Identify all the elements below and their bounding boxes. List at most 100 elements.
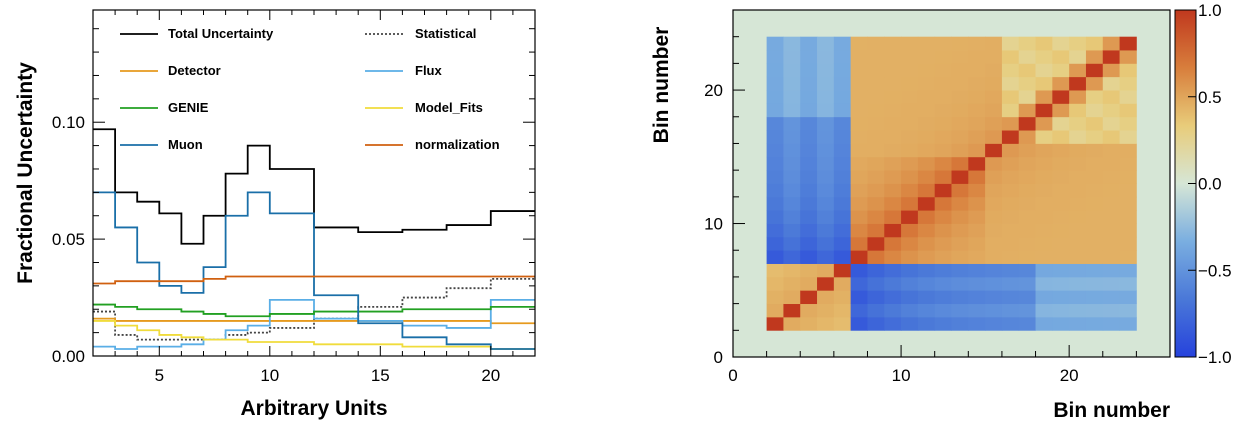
heatmap-cell [1119,90,1137,104]
heatmap-cell [800,210,818,224]
heatmap-cell [1102,143,1120,158]
heatmap-cell [867,236,885,251]
heatmap-cell [884,143,902,158]
heatmap-cell [783,130,801,144]
heatmap-cell [901,316,919,331]
heatmap-cell [1052,170,1070,184]
heatmap-cell [1018,76,1036,91]
heatmap-cell [1035,236,1053,251]
heatmap-cell [766,276,784,291]
heatmap-cell [917,76,936,91]
heatmap-cell [800,76,818,91]
heatmap-cell [985,210,1003,224]
y-tick-label-1: 0.05 [52,230,85,249]
heatmap-cell [917,143,936,158]
heatmap-cell [934,183,952,198]
heatmap-cell [884,196,902,211]
heatmap-cell [783,210,801,224]
heatmap-cell [1001,236,1020,251]
heatmap-cell [817,210,835,224]
heatmap-cell [1119,316,1137,331]
heatmap-cell [833,276,852,291]
heatmap-cell [951,223,969,238]
heatmap-cell [850,143,868,158]
heatmap-cell [901,130,919,144]
heatmap-cell [1119,183,1137,198]
heatmap-cell [1119,236,1137,251]
heatmap-cell [917,316,936,331]
heatmap-cell [1069,50,1087,64]
y-tick-label-2: 0.10 [52,113,85,132]
series-line-2 [93,317,535,325]
heatmap-cell [1052,276,1070,291]
heatmap-cell [968,223,986,238]
heatmap-cell [1018,90,1036,104]
heatmap-cell [951,90,969,104]
heatmap-cell [968,263,986,278]
heatmap-cell [1085,290,1104,305]
heatmap-cell [884,236,902,251]
heatmap-cell [766,50,784,64]
heatmap-cell [968,90,986,104]
heatmap-cell [985,276,1003,291]
heatmap-cell [1035,143,1053,158]
heatmap-cell [800,90,818,104]
heatmap-cell [766,250,784,264]
heatmap-cell [1119,103,1137,118]
heatmap-cell [917,263,936,278]
heatmap-cell [783,156,801,171]
heatmap-cell [850,196,868,211]
heatmap-cell [1001,290,1020,305]
heatmap-cell [917,50,936,64]
heatmap-cell [1035,303,1053,318]
heatmap-cell [850,183,868,198]
heatmap-cell [1085,156,1104,171]
heatmap-cell [951,210,969,224]
heatmap-cell [800,263,818,278]
heatmap-cell [1001,263,1020,278]
heatmap-cell [1018,316,1036,331]
uncertainty-chart: Total Uncertainty Statistical Detector Flux… [14,9,536,420]
heatmap-cell [985,223,1003,238]
heatmap-cell [800,130,818,144]
heatmap-cell [817,316,835,331]
heatmap-cell [901,196,919,211]
heatmap-cell [1018,170,1036,184]
heatmap-cell [850,303,868,318]
heatmap-cell [1069,290,1087,305]
heatmap-cell [833,156,852,171]
heatmap-cell [968,143,986,158]
heatmap-cell [884,210,902,224]
heatmap-cell [1018,210,1036,224]
heatmap-cell [951,290,969,305]
heatmap-cell [951,196,969,211]
heatmap-cell [1001,303,1020,318]
heatmap-cell [1052,36,1070,51]
heatmap-cell [867,276,885,291]
heatmap-cell [800,196,818,211]
heatmap-cell [884,263,902,278]
heatmap-cell [1001,36,1020,51]
heatmap-cell [1085,130,1104,144]
heatmap-cell [800,290,818,305]
heatmap-cell [884,36,902,51]
heatmap-cell [901,170,919,184]
heatmap-cell [783,183,801,198]
heatmap-cell [1102,103,1120,118]
heatmap-cell [951,170,969,184]
heatmap-cell [1085,236,1104,251]
heatmap-cell [800,276,818,291]
heatmap-cell [1052,90,1070,104]
heatmap-cell [968,210,986,224]
heatmap-cell [833,316,852,331]
heatmap-cell [985,63,1003,78]
heatmap-cell [783,116,801,131]
heatmap-cell [1018,236,1036,251]
heatmap-cell [901,263,919,278]
heatmap-cell [1035,76,1053,91]
heatmap-cell [783,196,801,211]
heatmap-cell [968,276,986,291]
heatmap-cell [985,156,1003,171]
